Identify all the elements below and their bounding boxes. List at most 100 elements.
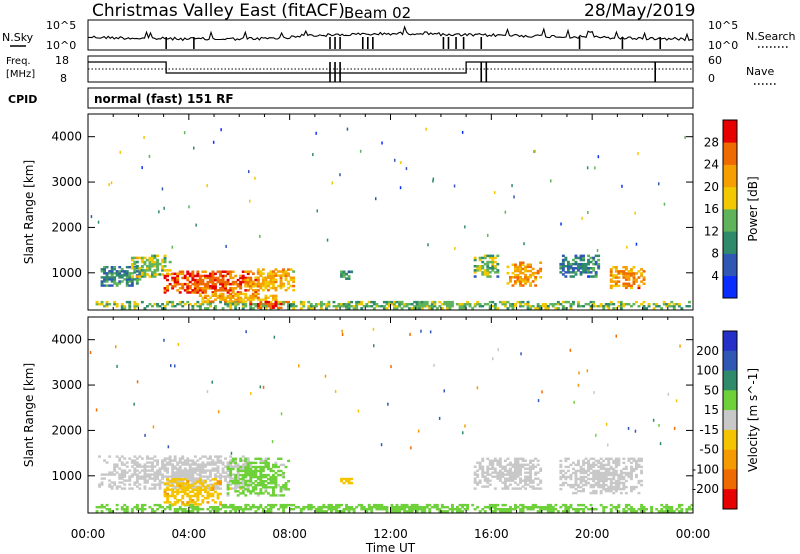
heatmap-cell xyxy=(277,465,280,469)
heatmap-cell xyxy=(531,479,535,482)
heatmap-cell xyxy=(597,481,601,485)
heatmap-cell xyxy=(607,489,611,493)
heatmap-cell xyxy=(130,265,134,268)
heatmap-cell xyxy=(481,475,485,478)
heatmap-cell xyxy=(425,506,429,509)
heatmap-cell xyxy=(592,471,596,475)
heatmap-cell xyxy=(264,473,268,477)
heatmap-cell xyxy=(143,485,147,488)
heatmap-cell xyxy=(168,269,172,272)
heatmap-cell xyxy=(282,282,285,286)
heatmap-cell xyxy=(519,265,522,269)
heatmap-cell xyxy=(171,287,175,290)
heatmap-cell xyxy=(448,303,452,306)
heatmap-cell xyxy=(105,284,109,287)
heatmap-cell xyxy=(365,508,369,511)
heatmap-cell xyxy=(614,487,618,491)
heatmap-cell xyxy=(617,300,621,304)
heatmap-cell xyxy=(640,272,643,275)
heatmap-speckle xyxy=(188,205,190,209)
heatmap-cell xyxy=(204,469,207,472)
heatmap-cell xyxy=(390,508,394,511)
heatmap-cell xyxy=(491,305,495,308)
heatmap-cell xyxy=(176,467,180,470)
heatmap-cell xyxy=(632,508,636,511)
heatmap-cell xyxy=(234,482,238,485)
heatmap-cell xyxy=(516,269,520,273)
heatmap-cell xyxy=(342,305,346,308)
heatmap-cell xyxy=(201,479,205,482)
noise-panel-frame xyxy=(87,19,694,51)
heatmap-cell xyxy=(635,473,638,477)
heatmap-cell xyxy=(592,269,596,272)
heatmap-cell xyxy=(234,490,238,493)
heatmap-cell xyxy=(236,285,240,288)
heatmap-cell xyxy=(511,284,515,287)
heatmap-cell xyxy=(609,286,613,290)
heatmap-cell xyxy=(201,303,205,306)
heatmap-cell xyxy=(171,475,175,478)
heatmap-speckle xyxy=(627,427,630,430)
heatmap-cell xyxy=(103,305,106,308)
heatmap-cell xyxy=(448,307,452,310)
heatmap-cell xyxy=(120,487,124,490)
heatmap-cell xyxy=(249,469,253,473)
heatmap-cell xyxy=(624,272,628,275)
heatmap-cell xyxy=(153,273,157,276)
heatmap-cell xyxy=(259,465,263,469)
heatmap-cell xyxy=(128,483,132,486)
heatmap-cell xyxy=(100,280,104,283)
heatmap-cell xyxy=(140,508,144,511)
heatmap-cell xyxy=(521,280,525,283)
heatmap-cell xyxy=(564,459,568,463)
heatmap-cell xyxy=(219,477,222,480)
heatmap-cell xyxy=(191,475,195,478)
heatmap-cell xyxy=(630,274,633,277)
heatmap-cell xyxy=(198,307,202,310)
heatmap-cell xyxy=(612,469,616,473)
heatmap-cell xyxy=(249,467,253,471)
heatmap-cell xyxy=(188,486,192,489)
heatmap-speckle xyxy=(220,128,222,132)
heatmap-cell xyxy=(236,483,240,486)
heatmap-cell xyxy=(183,467,187,470)
heatmap-cell xyxy=(564,510,568,513)
heatmap-cell xyxy=(105,508,109,511)
heatmap-cell xyxy=(587,477,590,481)
heatmap-cell xyxy=(236,300,240,303)
heatmap-cell xyxy=(221,282,225,286)
heatmap-speckle xyxy=(634,429,637,433)
heatmap-cell xyxy=(325,510,328,513)
heatmap-cell xyxy=(544,508,548,511)
heatmap-cell xyxy=(120,481,124,484)
heatmap-cell xyxy=(609,284,613,288)
heatmap-cell xyxy=(166,486,169,489)
heatmap-cell xyxy=(342,508,346,511)
heatmap-cell xyxy=(272,492,275,495)
heatmap-cell xyxy=(256,284,260,288)
heatmap-cell xyxy=(506,307,510,310)
heatmap-cell xyxy=(183,488,187,491)
heatmap-speckle xyxy=(504,210,507,214)
heatmap-cell xyxy=(448,305,452,308)
heatmap-cell xyxy=(151,256,154,260)
heatmap-cell xyxy=(241,280,245,284)
heatmap-cell xyxy=(390,503,394,507)
heatmap-cell xyxy=(473,487,477,490)
heatmap-cell xyxy=(521,479,525,482)
heatmap-cell xyxy=(335,510,338,513)
heatmap-speckle xyxy=(432,179,434,183)
heatmap-cell xyxy=(201,475,205,478)
heatmap-cell xyxy=(289,278,293,282)
heatmap-cell xyxy=(279,503,283,507)
heatmap-cell xyxy=(526,300,530,304)
heatmap-cell xyxy=(264,510,268,513)
heatmap-cell xyxy=(471,503,475,507)
heatmap-cell xyxy=(153,303,157,306)
heatmap-cell xyxy=(496,471,500,474)
heatmap-cell xyxy=(619,471,623,475)
heatmap-cell xyxy=(181,270,185,273)
heatmap-cell xyxy=(153,471,157,474)
heatmap-cell xyxy=(617,270,621,273)
heatmap-cell xyxy=(181,510,185,513)
